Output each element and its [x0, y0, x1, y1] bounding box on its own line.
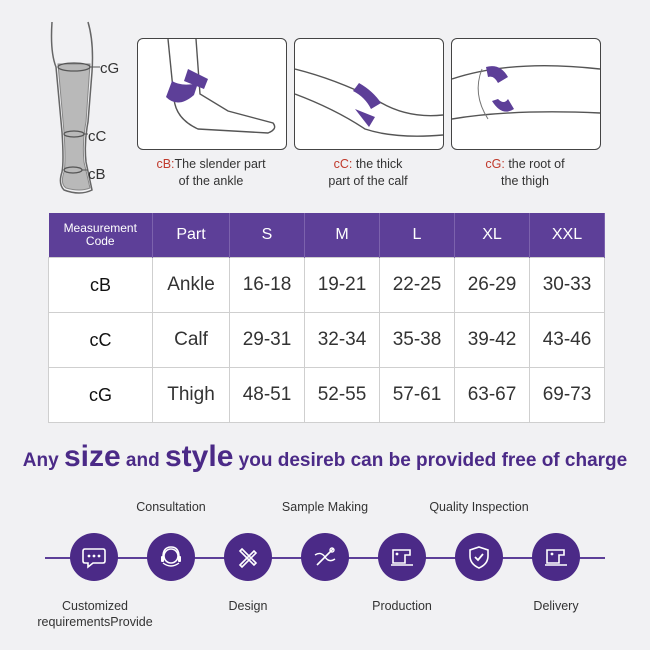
header-size-xl: XL: [454, 213, 530, 258]
cell-value: 32-34: [304, 312, 380, 368]
cell-value: 26-29: [454, 257, 530, 313]
table-row: cG Thigh 48-51 52-55 57-61 63-67 69-73: [48, 367, 605, 423]
sewing-machine-delivery-icon: [545, 549, 567, 566]
caption-calf: cC: the thick part of the calf: [328, 157, 408, 188]
leg-diagram: [40, 12, 130, 202]
step-label-customized: Customized requirementsProvide: [37, 599, 153, 629]
table-row: cC Calf 29-31 32-34 35-38 39-42 43-46: [48, 312, 605, 368]
cell-value: 30-33: [529, 257, 605, 313]
pencil-ruler-icon: [238, 547, 258, 569]
headset-icon: [161, 546, 181, 567]
cell-value: 52-55: [304, 367, 380, 423]
step-production: [378, 533, 426, 581]
step-design: [224, 533, 272, 581]
row-code: cG: [48, 367, 153, 423]
cell-value: 22-25: [379, 257, 455, 313]
arrow-thigh-icon: [486, 66, 508, 83]
cell-value: 48-51: [229, 367, 305, 423]
table-header-row: Measurement Code Part S M L XL XXL: [48, 213, 605, 258]
cell-value: 57-61: [379, 367, 455, 423]
cell-value: 69-73: [529, 367, 605, 423]
step-label-quality-inspection: Quality Inspection: [429, 500, 529, 514]
cell-value: 29-31: [229, 312, 305, 368]
cell-value: 16-18: [229, 257, 305, 313]
header-size-m: M: [304, 213, 380, 258]
row-code: cC: [48, 312, 153, 368]
step-consultation: [147, 533, 195, 581]
cell-value: 39-42: [454, 312, 530, 368]
arrow-calf-icon: [353, 83, 381, 109]
row-code: cB: [48, 257, 153, 313]
leg-label-cc: cC: [88, 128, 107, 145]
chat-bubble-icon: [82, 548, 106, 569]
caption-ankle: cB:The slender part of the ankle: [156, 157, 266, 188]
table-row: cB Ankle 16-18 19-21 22-25 26-29 30-33: [48, 257, 605, 313]
cell-value: 19-21: [304, 257, 380, 313]
leg-label-cg: cG: [100, 60, 120, 77]
row-part: Calf: [152, 312, 230, 368]
leg-outline-icon: [50, 21, 100, 194]
step-label-design: Design: [228, 599, 268, 613]
caption-thigh: cG: the root of the thigh: [485, 157, 565, 188]
calf-illustration: [294, 38, 444, 150]
step-customized: [70, 533, 118, 581]
leg-label-cb: cB: [88, 166, 106, 183]
cell-value: 35-38: [379, 312, 455, 368]
headline: Any size and style you desireb can be pr…: [22, 440, 628, 473]
step-label-sample-making: Sample Making: [281, 500, 369, 514]
shield-check-icon: [469, 546, 489, 569]
size-chart-table: Measurement Code Part S M L XL XXL cB An…: [48, 213, 605, 423]
step-label-delivery: Delivery: [533, 599, 579, 613]
ankle-illustration: [137, 38, 287, 150]
header-size-l: L: [379, 213, 455, 258]
cell-value: 63-67: [454, 367, 530, 423]
header-size-xxl: XXL: [529, 213, 605, 258]
row-part: Ankle: [152, 257, 230, 313]
sewing-machine-icon: [391, 549, 413, 566]
row-part: Thigh: [152, 367, 230, 423]
cell-value: 43-46: [529, 312, 605, 368]
header-size-s: S: [229, 213, 305, 258]
arrow-ankle-icon: [166, 81, 198, 103]
step-delivery: [532, 533, 580, 581]
thigh-illustration: [451, 38, 601, 150]
sewing-icon: [314, 547, 336, 566]
header-part: Part: [152, 213, 230, 258]
header-measurement-code: Measurement Code: [48, 213, 153, 258]
step-label-production: Production: [372, 599, 432, 613]
step-quality-inspection: [455, 533, 503, 581]
step-sample-making: [301, 533, 349, 581]
step-label-consultation: Consultation: [136, 500, 206, 514]
